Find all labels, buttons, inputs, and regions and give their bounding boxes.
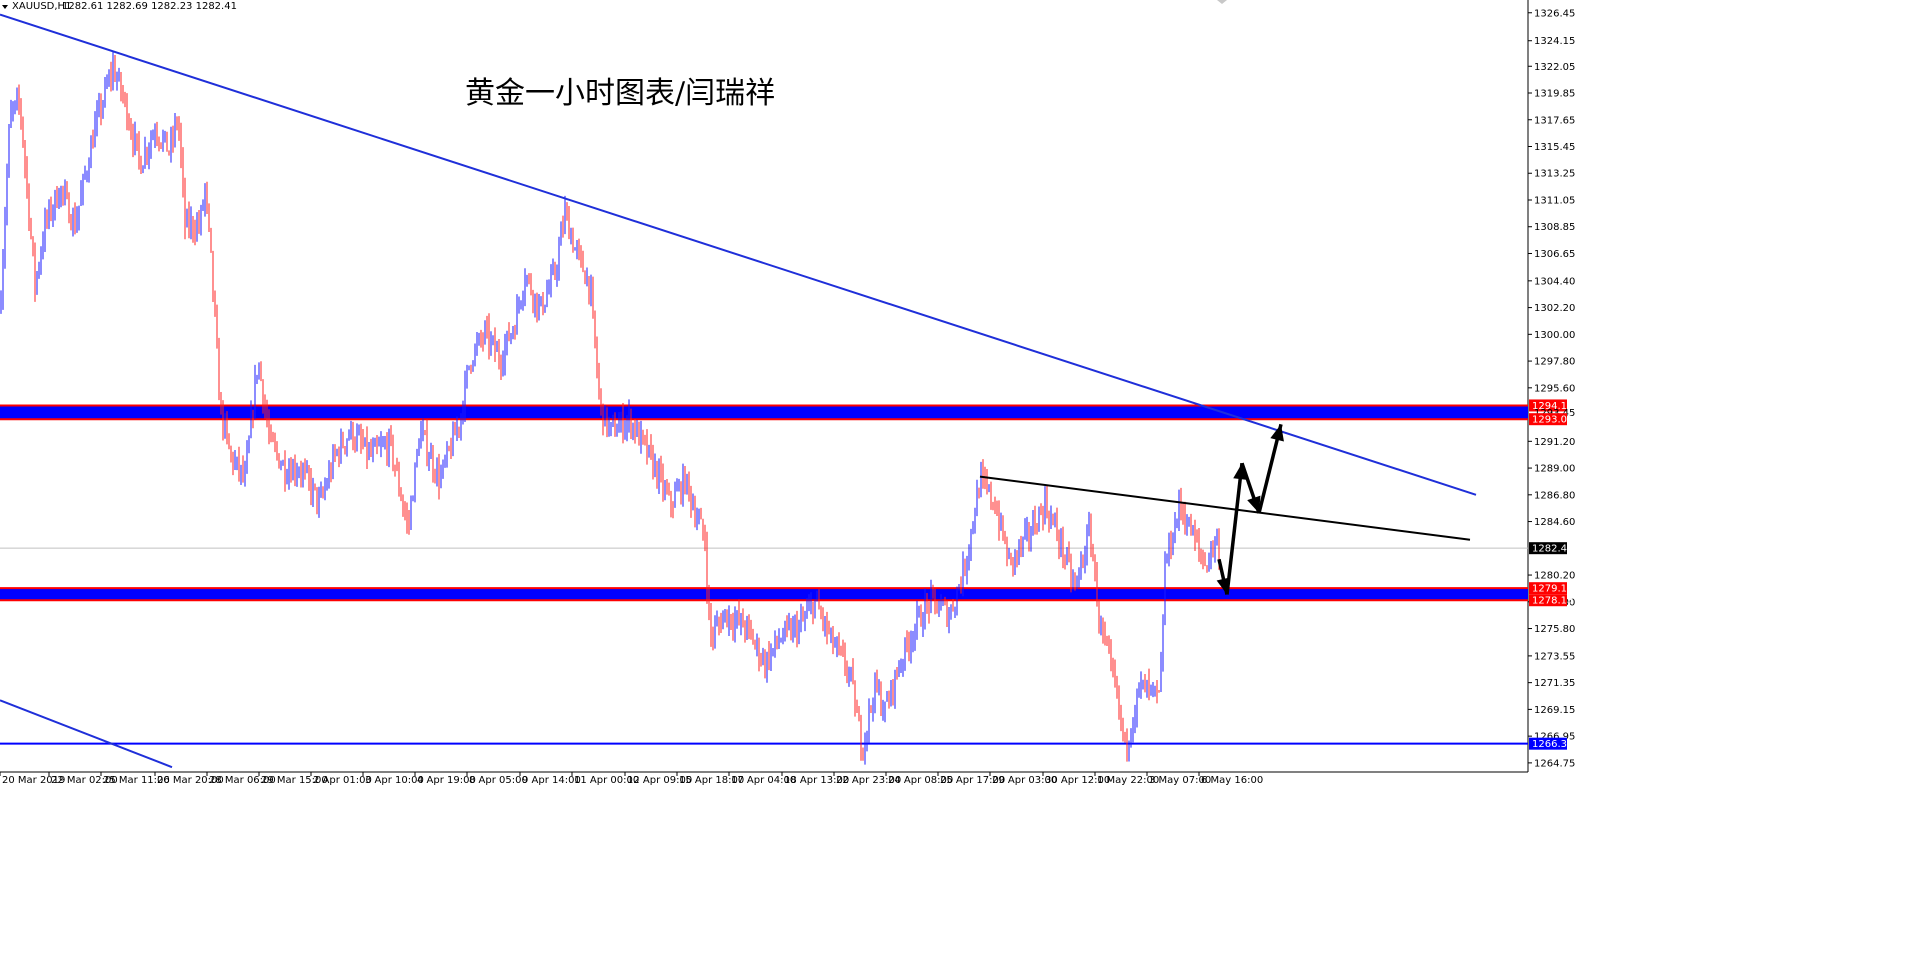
current-price-tag-label: 1282.41 [1532,544,1573,555]
trendlines [0,13,1477,769]
symbol-info: XAUUSD,H1 [12,1,71,12]
support-line-tag-label: 1266.33 [1532,739,1573,750]
x-tick-label: 1 May 22:00 [1097,775,1159,786]
y-tick-label: 1306.65 [1534,249,1575,260]
current-price-tag-bg [1529,542,1567,555]
y-tick-label: 1300.00 [1534,330,1575,341]
x-tick-label: 25 Apr 17:00 [940,775,1005,786]
x-tick-label: 18 Apr 13:00 [784,775,849,786]
y-tick-label: 1315.45 [1534,142,1575,153]
x-tick-label: 4 Apr 19:00 [417,775,476,786]
main-downtrend-line [0,13,1477,496]
y-tick-label: 1317.65 [1534,115,1575,126]
y-tick-label: 1304.40 [1534,276,1575,287]
forecast-arrow-shaft [1225,463,1244,595]
y-tick-label: 1297.80 [1534,357,1575,368]
forecast-arrow-head-icon [1247,495,1261,514]
y-tick-label: 1271.35 [1534,678,1575,689]
y-tick-label: 1289.00 [1534,464,1575,475]
lower-zone-bottom-tag-bg [1529,594,1567,607]
upper-zone-bottom-tag-label: 1293.02 [1532,415,1573,426]
upper-zone-top-tag-label: 1294.15 [1532,401,1573,412]
x-tick-label: 24 Apr 08:00 [888,775,953,786]
axis-frame [0,0,1529,773]
x-tick-label: 6 May 16:00 [1201,775,1263,786]
chart-shift-marker-icon [1217,0,1227,4]
x-tick-label: 12 Apr 09:00 [627,775,692,786]
x-tick-label: 11 Apr 00:00 [574,775,639,786]
y-tick-label: 1291.20 [1534,437,1575,448]
y-tick-label: 1326.45 [1534,8,1575,19]
y-tick-label: 1324.15 [1534,36,1575,47]
x-tick-label: 28 Mar 06:00 [209,775,276,786]
y-axis: 1326.45 1324.15 1322.05 1319.85 1317.65 1315.… [1528,8,1575,769]
ohlc-values: 1282.61 1282.69 1282.23 1282.41 [62,1,237,12]
x-tick-label: 26 Mar 20:00 [157,775,224,786]
chart-header: XAUUSD,H1 1282.61 1282.69 1282.23 1282.4… [2,1,775,111]
y-tick-label: 1266.95 [1534,732,1575,743]
forecast-arrow-head-icon [1270,424,1284,442]
forecast-arrow-head-icon [1233,463,1248,480]
upper-zone-top-tag-bg [1529,399,1567,412]
x-tick-label: 25 Mar 11:00 [103,775,170,786]
lower-zone-fill [0,588,1528,601]
y-tick-label: 1286.80 [1534,490,1575,501]
y-tick-label: 1284.60 [1534,517,1575,528]
x-tick-label: 2 Apr 01:00 [313,775,372,786]
y-tick-label: 1269.15 [1534,705,1575,716]
x-tick-label: 9 Apr 14:00 [522,775,581,786]
x-tick-label: 3 May 07:00 [1149,775,1211,786]
upper-zone-bottom-tag-bg [1529,413,1567,426]
y-tick-label: 1319.85 [1534,89,1575,100]
y-tick-label: 1322.05 [1534,62,1575,73]
y-tick-label: 1313.25 [1534,169,1575,180]
lower-zone-top-tag-label: 1279.12 [1532,584,1573,595]
resistance-line [979,475,1471,541]
y-tick-label: 1295.60 [1534,383,1575,394]
y-tick-label: 1308.85 [1534,222,1575,233]
upper-zone-fill [0,405,1528,420]
x-tick-label: 3 Apr 10:00 [365,775,424,786]
support-line-tag-bg [1529,737,1567,750]
y-tick-label: 1280.20 [1534,571,1575,582]
forecast-arrows [1216,423,1284,595]
x-tick-label: 29 Apr 03:00 [992,775,1057,786]
x-tick-label: 15 Apr 18:00 [679,775,744,786]
lower-zone-bottom-tag-label: 1278.13 [1532,596,1573,607]
x-tick-label: 30 Apr 12:00 [1045,775,1110,786]
y-tick-label: 1275.80 [1534,624,1575,635]
lower-zone-top-tag-bg [1529,582,1567,595]
y-tick-label: 1273.55 [1534,651,1575,662]
x-tick-label: 22 Mar 02:00 [51,775,118,786]
x-tick-label: 22 Apr 23:00 [836,775,901,786]
y-tick-label: 1302.20 [1534,303,1575,314]
x-tick-label: 20 Mar 2019 [2,775,65,786]
x-tick-label: 17 Apr 04:00 [731,775,796,786]
price-zones [0,404,1528,745]
x-tick-label: 29 Mar 15:00 [261,775,328,786]
lower-downtrend-line [0,699,173,769]
price-tags: 1294.151293.451293.021282.411279.121278.… [1529,399,1575,750]
y-tick-label: 1264.75 [1534,758,1575,769]
chart-annotation-title: 黄金一小时图表/闫瑞祥 [465,76,775,111]
y-tick-label: 1311.05 [1534,195,1575,206]
symbol-dropdown-icon[interactable] [2,5,8,9]
x-tick-label: 8 Apr 05:00 [469,775,528,786]
candle-series [0,51,1220,765]
